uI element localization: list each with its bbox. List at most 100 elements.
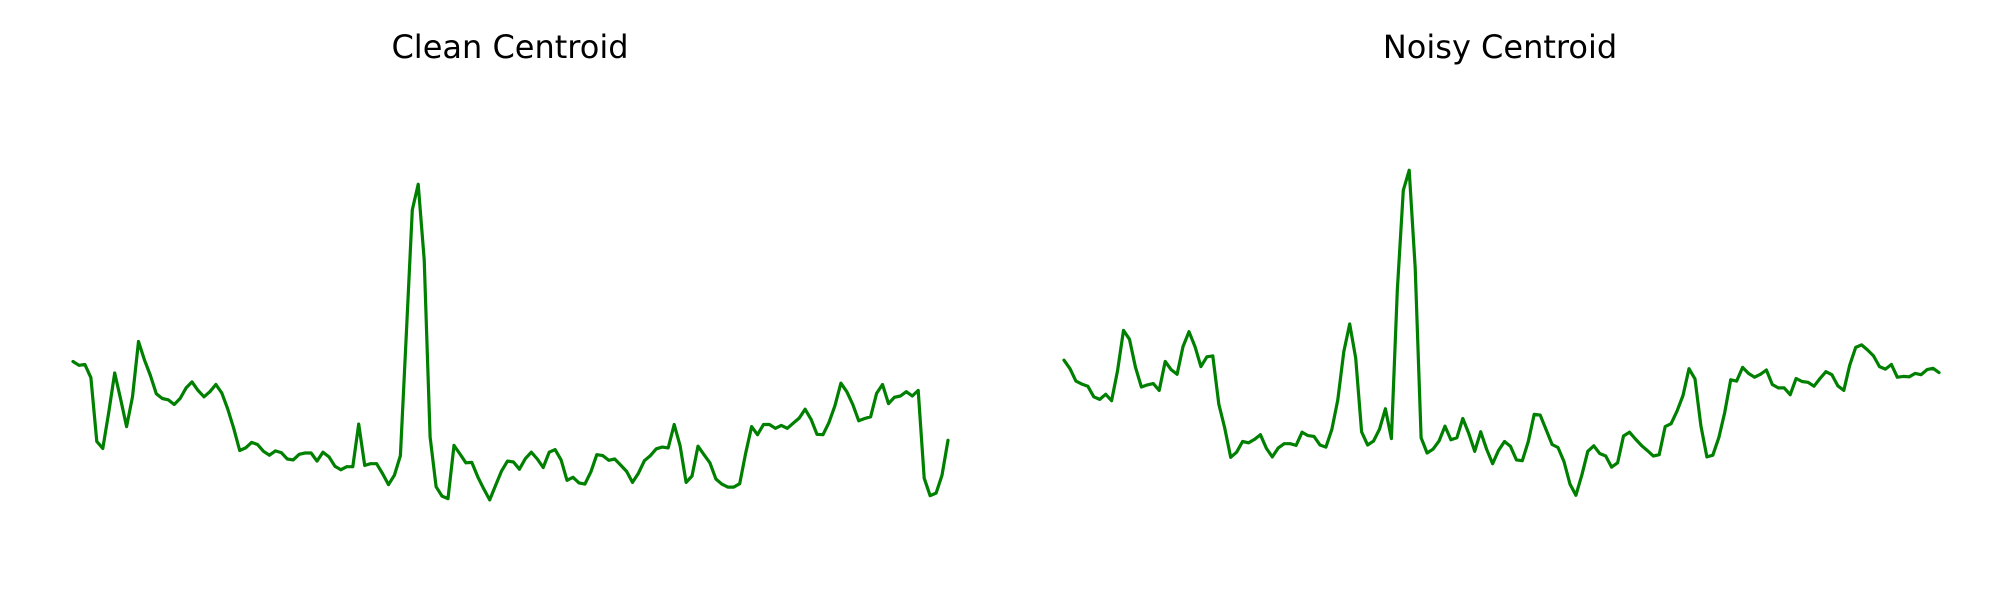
data-point — [809, 418, 813, 421]
data-point — [1747, 372, 1750, 375]
data-point — [702, 453, 706, 457]
data-point — [208, 390, 212, 394]
data-point — [89, 376, 93, 380]
data-point — [363, 464, 367, 467]
data-point — [315, 459, 319, 463]
data-point — [1479, 430, 1483, 434]
data-point — [1860, 343, 1863, 347]
data-point — [143, 358, 146, 362]
data-point — [95, 440, 99, 443]
data-point — [190, 380, 194, 384]
data-point — [1086, 384, 1090, 388]
data-point — [827, 421, 831, 424]
data-point — [1568, 482, 1572, 486]
data-point — [922, 476, 926, 480]
data-point — [1265, 447, 1268, 450]
data-point — [1312, 435, 1316, 438]
data-point — [250, 441, 254, 444]
data-point — [1901, 375, 1905, 378]
data-point — [107, 411, 111, 414]
data-point — [1556, 446, 1560, 449]
data-point — [1407, 168, 1411, 172]
data-point — [1354, 356, 1358, 360]
data-point — [565, 478, 569, 482]
data-point — [589, 470, 593, 474]
data-point — [71, 360, 75, 363]
data-point — [1443, 424, 1447, 428]
chart-title-noisy-centroid: Noisy Centroid — [1383, 28, 1617, 66]
data-point — [1681, 394, 1685, 397]
data-point — [928, 494, 932, 497]
data-point — [244, 446, 248, 450]
data-point — [1580, 473, 1584, 477]
data-point — [196, 389, 200, 392]
data-point — [1318, 443, 1322, 447]
data-point — [1616, 461, 1619, 465]
data-point — [1931, 366, 1935, 370]
data-point — [1782, 386, 1786, 390]
data-point — [458, 452, 462, 456]
data-point — [1640, 444, 1643, 447]
data-point — [1770, 383, 1774, 386]
data-point — [910, 394, 914, 398]
data-point — [399, 454, 402, 457]
data-point — [1812, 384, 1816, 388]
data-point — [256, 443, 259, 446]
data-point — [202, 395, 206, 399]
data-point — [1199, 365, 1203, 368]
data-point — [1628, 430, 1631, 434]
data-point — [535, 457, 539, 461]
data-point — [887, 402, 890, 405]
data-point — [268, 453, 271, 457]
data-point — [1157, 389, 1161, 392]
data-point — [1294, 444, 1298, 447]
data-point — [1348, 322, 1352, 326]
data-point — [476, 475, 480, 479]
data-point — [1395, 289, 1399, 292]
data-point — [720, 482, 724, 486]
data-point — [1866, 348, 1869, 352]
data-point — [321, 450, 325, 454]
data-point — [1759, 372, 1762, 376]
data-point — [369, 462, 372, 466]
data-point — [1509, 444, 1512, 448]
data-point — [506, 459, 509, 463]
data-point — [625, 470, 628, 473]
data-point — [684, 481, 688, 484]
data-point — [1360, 430, 1363, 434]
data-point — [1675, 409, 1679, 413]
data-point — [428, 435, 432, 439]
data-point — [1253, 438, 1256, 441]
data-point — [785, 426, 789, 430]
data-point — [1247, 441, 1250, 445]
data-point — [1336, 398, 1340, 402]
data-point — [1848, 363, 1852, 367]
data-point — [857, 419, 861, 423]
data-point — [1223, 426, 1227, 430]
data-point — [137, 340, 140, 343]
series-line-noisy-centroid — [1062, 168, 1941, 497]
data-point — [1574, 493, 1578, 497]
data-point — [1401, 188, 1405, 192]
data-point — [1729, 378, 1733, 382]
data-point — [672, 423, 676, 426]
data-point — [345, 465, 349, 469]
data-point — [83, 363, 87, 366]
data-point — [274, 449, 277, 453]
data-point — [845, 390, 849, 394]
data-point — [750, 425, 753, 428]
data-point — [916, 389, 920, 392]
data-point — [172, 403, 176, 406]
data-point — [303, 451, 307, 455]
data-point — [1550, 443, 1554, 446]
data-point — [1431, 447, 1435, 451]
data-point — [1741, 366, 1744, 369]
data-point — [1467, 432, 1471, 435]
data-point — [178, 397, 182, 400]
data-point — [678, 444, 682, 448]
data-point — [1270, 455, 1274, 459]
data-point — [1151, 382, 1155, 385]
data-point — [1366, 443, 1369, 447]
data-point — [779, 424, 783, 427]
data-point — [1592, 444, 1596, 448]
